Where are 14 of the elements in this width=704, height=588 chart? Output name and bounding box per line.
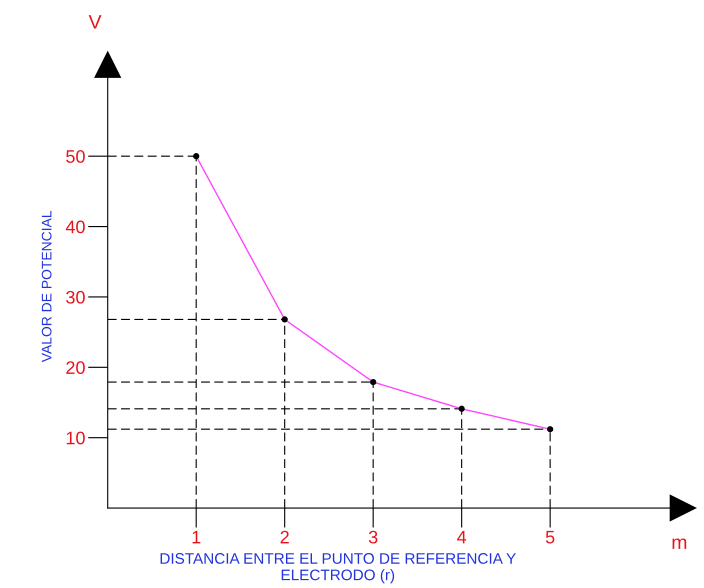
y-tick-label: 50 bbox=[66, 150, 85, 163]
x-tick-label: 5 bbox=[546, 530, 554, 544]
x-axis-title: DISTANCIA ENTRE EL PUNTO DE REFERENCIA Y ELECTRODO (r) bbox=[160, 553, 516, 584]
y-tick-label: 40 bbox=[66, 220, 85, 234]
x-tick-label: 4 bbox=[457, 530, 466, 544]
y-tick-label: 10 bbox=[66, 432, 85, 444]
text: m bbox=[672, 538, 686, 549]
y-tick-label: 30 bbox=[66, 290, 85, 304]
text: V bbox=[88, 15, 102, 29]
x-tick-label: 2 bbox=[280, 530, 289, 544]
x-tick-label: 1 bbox=[192, 530, 200, 544]
y-tick-label: 20 bbox=[66, 361, 85, 374]
x-tick-label: 3 bbox=[368, 530, 378, 544]
y-axis-title: VALOR DE POTENCIAL bbox=[42, 210, 52, 362]
